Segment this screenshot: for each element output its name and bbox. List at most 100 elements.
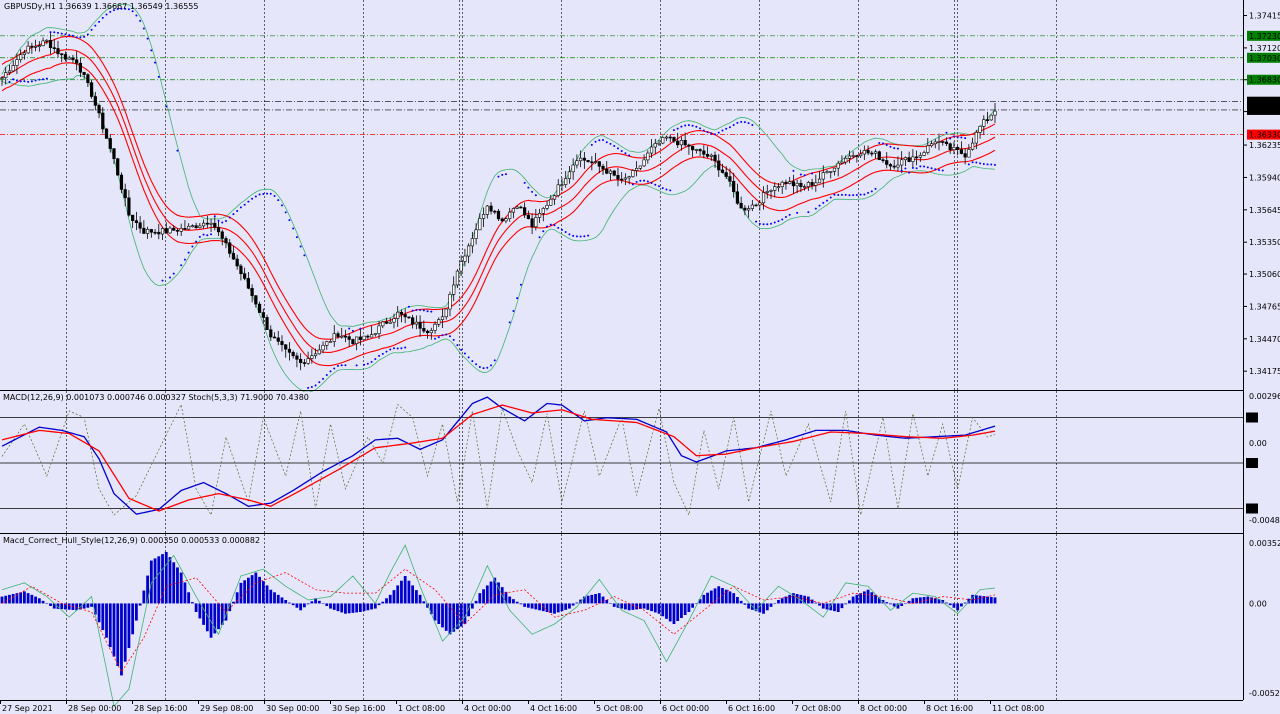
candle-body <box>631 170 635 177</box>
psar-dot <box>658 185 661 188</box>
histogram-bar <box>784 596 788 604</box>
candle-body <box>526 214 530 219</box>
histogram-bar <box>19 592 23 604</box>
histogram-bar <box>526 603 530 608</box>
price-panel[interactable]: GBPUSDy,H1 1.36639 1.36667 1.36549 1.365… <box>0 0 1280 393</box>
histogram-bar <box>597 593 601 604</box>
candle-body <box>45 39 49 42</box>
candle-body <box>691 145 695 151</box>
psar-dot <box>725 127 728 130</box>
candle-body <box>926 145 930 153</box>
psar-dot <box>98 20 101 23</box>
histogram-bar <box>724 589 728 604</box>
time-axis: 27 Sep 2021 28 Sep 00:00 28 Sep 16:00 29 Se… <box>0 700 1044 713</box>
histogram-bar <box>284 600 288 604</box>
psar-dot <box>448 335 451 338</box>
psar-dot <box>889 145 892 148</box>
price-level-tag <box>1247 104 1280 115</box>
psar-dot <box>467 356 470 359</box>
candle-body <box>78 62 82 73</box>
histogram-bar <box>45 603 49 604</box>
candle-body <box>769 190 773 192</box>
psar-dot <box>833 193 836 196</box>
histogram-bar <box>448 603 452 635</box>
psar-dot <box>740 120 743 123</box>
psar-dot <box>885 144 888 147</box>
histogram-bar <box>620 603 624 609</box>
histogram-bar <box>982 596 986 604</box>
candle-body <box>280 341 284 346</box>
candle-body <box>545 205 549 209</box>
histogram-bar <box>474 600 478 604</box>
psar-dot <box>221 221 224 224</box>
candle-body <box>537 213 542 218</box>
candle-body <box>877 151 881 161</box>
psar-dot <box>684 124 687 127</box>
price-axis-label: 1.36235 <box>1249 141 1280 150</box>
histogram-bar <box>26 593 30 604</box>
histogram-bar <box>217 603 220 630</box>
histogram-bar <box>739 600 743 604</box>
candle-body <box>829 171 833 173</box>
candle-body <box>269 329 273 338</box>
candle-body <box>75 59 79 64</box>
histogram-bar <box>788 594 792 604</box>
psar-dot <box>777 220 780 223</box>
histogram-bar <box>698 599 702 604</box>
candle-body <box>455 270 460 286</box>
histogram-bar <box>385 598 388 604</box>
psar-dot <box>661 187 664 190</box>
histogram-bar <box>131 603 135 635</box>
candle-body <box>265 317 269 330</box>
candle-body <box>956 147 960 150</box>
histogram-bar <box>769 603 773 607</box>
candle-body <box>567 171 572 179</box>
psar-dot <box>60 32 63 35</box>
histogram-bar <box>601 596 605 604</box>
histogram-bar <box>691 603 695 608</box>
histogram-bar <box>314 598 317 604</box>
candle-body <box>325 341 329 346</box>
candle-body <box>881 159 885 162</box>
psar-dot <box>714 133 717 136</box>
histogram-bar <box>433 603 437 621</box>
histogram-bar <box>534 603 538 610</box>
histogram-bar <box>590 594 594 604</box>
stoch-level-tag <box>1246 458 1258 468</box>
histogram-bar <box>97 603 101 623</box>
histogram-bar <box>806 596 810 604</box>
candle-body <box>209 222 213 225</box>
candle-body <box>306 358 310 364</box>
psar-dot <box>945 131 948 134</box>
price-axis-label: 1.35940 <box>1249 173 1280 182</box>
psar-dot <box>553 224 556 227</box>
histogram-bar <box>907 600 911 604</box>
candle-body <box>597 161 601 167</box>
histogram-bar <box>120 603 123 676</box>
candle-body <box>575 160 579 166</box>
hull-macd-panel[interactable]: Macd_Correct_Hull_Style(12,26,9) 0.00035… <box>0 534 1280 708</box>
candle-body <box>496 210 501 220</box>
histogram-bar <box>777 600 780 604</box>
histogram-bar <box>15 593 19 604</box>
histogram-bar <box>743 603 747 605</box>
candle-body <box>153 231 157 234</box>
histogram-bar <box>504 591 508 604</box>
histogram-bar <box>717 586 721 604</box>
histogram-bar <box>164 552 168 604</box>
psar-dot <box>904 167 907 170</box>
histogram-bar <box>261 581 265 604</box>
macd-stoch-panel[interactable]: 85 50 15 MACD(12,26,9) 0.001073 0.000746 0… <box>0 391 1280 533</box>
candle-body <box>571 164 575 173</box>
histogram-bar <box>291 603 295 606</box>
candle-body <box>89 82 94 97</box>
candle-body <box>668 136 672 139</box>
psar-dot <box>109 10 112 13</box>
candle-body <box>220 231 224 239</box>
psar-dot <box>519 283 522 286</box>
histogram-bar <box>49 603 52 606</box>
histogram-bar <box>269 589 273 604</box>
candle-body <box>593 161 598 163</box>
candle-body <box>929 143 934 147</box>
